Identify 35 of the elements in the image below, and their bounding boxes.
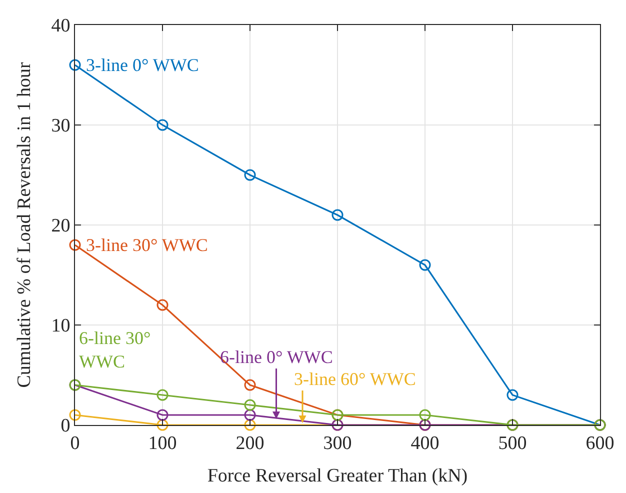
point bbox=[156, 409, 168, 421]
series-label: 6-line 30° WWC bbox=[79, 328, 151, 372]
y-tick-label: 10 bbox=[51, 316, 70, 337]
point bbox=[156, 299, 168, 311]
y-axis-title: Cumulative % of Load Reversals in 1 hour bbox=[14, 62, 36, 388]
point bbox=[244, 379, 256, 391]
point bbox=[69, 59, 81, 71]
point bbox=[244, 169, 256, 181]
series-label: 3-line 0° WWC bbox=[86, 55, 199, 75]
text: 6-line 0° WWC bbox=[220, 347, 333, 367]
x-axis-title: Force Reversal Greater Than (kN) bbox=[207, 466, 468, 487]
point bbox=[69, 239, 81, 251]
series-label: 3-line 60° WWC bbox=[294, 369, 416, 389]
y-tick-label: 0 bbox=[60, 416, 70, 437]
point bbox=[156, 119, 168, 131]
point bbox=[244, 409, 256, 421]
x-tick-label: 300 bbox=[323, 432, 352, 454]
point bbox=[419, 409, 431, 421]
point bbox=[69, 409, 81, 421]
point bbox=[156, 389, 168, 401]
point bbox=[332, 209, 344, 221]
point bbox=[506, 389, 518, 401]
y-tick-label: 40 bbox=[51, 16, 70, 37]
x-tick-label: 200 bbox=[236, 432, 264, 454]
series-label: 3-line 30° WWC bbox=[86, 235, 208, 255]
point bbox=[156, 419, 168, 431]
y-tick-label: 30 bbox=[51, 116, 70, 137]
x-tick-label: 400 bbox=[410, 432, 440, 454]
y-tick-label: 20 bbox=[51, 216, 70, 237]
point bbox=[419, 259, 431, 271]
x-tick-label: 100 bbox=[148, 432, 177, 454]
point bbox=[244, 399, 256, 411]
x-tick-label: 600 bbox=[586, 432, 614, 454]
x-tick-label: 500 bbox=[498, 432, 527, 454]
point bbox=[244, 419, 256, 431]
